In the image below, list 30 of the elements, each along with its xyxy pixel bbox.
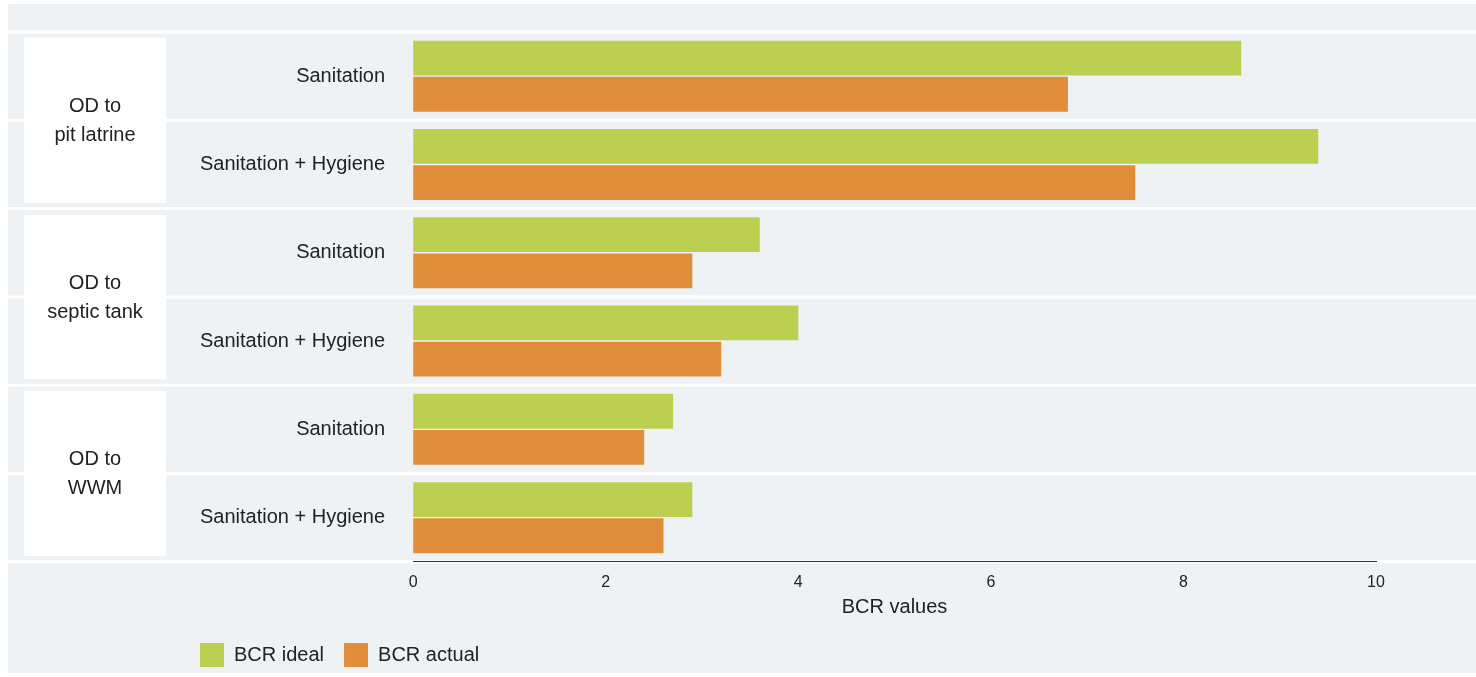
x-axis-title: BCR values [841, 594, 948, 617]
bar [413, 430, 645, 465]
bar [413, 393, 674, 429]
bar [413, 128, 1319, 164]
legend-label: BCR ideal [234, 642, 325, 665]
bar [413, 217, 760, 253]
y-tick-label: Sanitation [296, 63, 386, 86]
bar [413, 40, 1242, 76]
x-tick-label: 6 [986, 572, 996, 590]
text: OD to pit latrine [24, 38, 166, 203]
bar [413, 165, 1136, 200]
bar [413, 76, 1068, 112]
y-tick-label: Sanitation + Hygiene [199, 328, 386, 351]
x-tick-label: 2 [601, 572, 611, 590]
bar [413, 305, 799, 341]
y-tick-label: Sanitation [296, 240, 386, 263]
y-tick-label: Sanitation + Hygiene [199, 505, 386, 528]
bar [413, 518, 664, 554]
x-tick-label: 0 [408, 572, 418, 590]
legend-label: BCR actual [378, 642, 480, 665]
x-tick-label: 10 [1367, 572, 1385, 590]
text: OD to septic tank [24, 214, 166, 380]
bar [413, 482, 693, 517]
bar [413, 253, 693, 289]
y-tick-label: Sanitation + Hygiene [199, 151, 386, 174]
y-tick-label: Sanitation [296, 416, 386, 439]
bar [413, 341, 722, 377]
text: OD to WWM [24, 391, 166, 556]
x-tick-label: 4 [793, 572, 803, 590]
x-tick-label: 8 [1178, 572, 1188, 590]
